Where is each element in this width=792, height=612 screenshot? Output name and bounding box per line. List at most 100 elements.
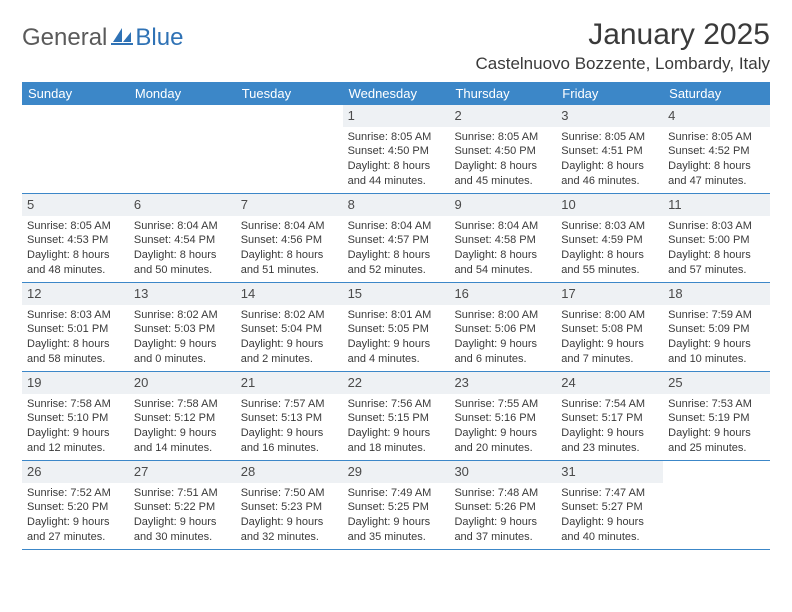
day-number: 16 [449,283,556,305]
day-header-saturday: Saturday [663,82,770,105]
day-cell: 30 Sunrise: 7:48 AMSunset: 5:26 PMDayligh… [449,461,556,549]
day-cell: 10 Sunrise: 8:03 AMSunset: 4:59 PMDayligh… [556,194,663,282]
day-number: 10 [556,194,663,216]
day-cell: 21Sunrise: 7:57 AMSunset: 5:13 PMDayligh… [236,372,343,460]
day-details: Sunrise: 8:02 AMSunset: 5:04 PMDaylight:… [241,308,338,367]
week-row: 5Sunrise: 8:05 AMSunset: 4:53 PMDaylight… [22,194,770,283]
day-number: 28 [236,461,343,483]
logo-sail-icon [111,26,133,51]
day-details: Sunrise: 8:05 AMSunset: 4:51 PMDaylight:… [561,130,658,189]
week-row: 19 Sunrise: 7:58 AMSunset: 5:10 PMDayligh… [22,372,770,461]
day-header-thursday: Thursday [449,82,556,105]
day-details: Sunrise: 7:58 AMSunset: 5:10 PMDaylight:… [27,397,124,456]
day-details: Sunrise: 7:58 AMSunset: 5:12 PMDaylight:… [134,397,231,456]
day-number: 14 [236,283,343,305]
week-row: 1Sunrise: 8:05 AMSunset: 4:50 PMDaylight… [22,105,770,194]
day-number: 18 [663,283,770,305]
day-cell [22,105,129,193]
day-details: Sunrise: 8:02 AMSunset: 5:03 PMDaylight:… [134,308,231,367]
day-details: Sunrise: 8:04 AMSunset: 4:57 PMDaylight:… [348,219,445,278]
logo-text-general: General [22,24,107,52]
day-number: 1 [343,105,450,127]
day-details: Sunrise: 8:05 AMSunset: 4:53 PMDaylight:… [27,219,124,278]
day-details: Sunrise: 8:05 AMSunset: 4:50 PMDaylight:… [348,130,445,189]
day-header-sunday: Sunday [22,82,129,105]
day-cell: 20 Sunrise: 7:58 AMSunset: 5:12 PMDayligh… [129,372,236,460]
day-details: Sunrise: 7:55 AMSunset: 5:16 PMDaylight:… [454,397,551,456]
day-details: Sunrise: 8:03 AMSunset: 5:01 PMDaylight:… [27,308,124,367]
day-cell: 1 Sunrise: 8:05 AMSunset: 4:50 PMDaylight… [343,105,450,193]
day-number: 8 [343,194,450,216]
day-details: Sunrise: 7:54 AMSunset: 5:17 PMDaylight:… [561,397,658,456]
day-cell: 28 Sunrise: 7:50 AMSunset: 5:23 PMDayligh… [236,461,343,549]
day-number: 22 [343,372,450,394]
day-details: Sunrise: 7:59 AMSunset: 5:09 PMDaylight:… [668,308,765,367]
day-details: Sunrise: 7:53 AMSunset: 5:19 PMDaylight:… [668,397,765,456]
day-details: Sunrise: 7:56 AMSunset: 5:15 PMDaylight:… [348,397,445,456]
day-details: Sunrise: 8:04 AMSunset: 4:56 PMDaylight:… [241,219,338,278]
location: Castelnuovo Bozzente, Lombardy, Italy [475,54,770,74]
day-details: Sunrise: 8:03 AMSunset: 5:00 PMDaylight:… [668,219,765,278]
day-details: Sunrise: 7:48 AMSunset: 5:26 PMDaylight:… [454,486,551,545]
day-details: Sunrise: 8:00 AMSunset: 5:06 PMDaylight:… [454,308,551,367]
day-cell: 17Sunrise: 8:00 AMSunset: 5:08 PMDayligh… [556,283,663,371]
day-cell: 22 Sunrise: 7:56 AMSunset: 5:15 PMDayligh… [343,372,450,460]
day-details: Sunrise: 8:03 AMSunset: 4:59 PMDaylight:… [561,219,658,278]
day-header-friday: Friday [556,82,663,105]
day-number: 13 [129,283,236,305]
day-number: 12 [22,283,129,305]
day-details: Sunrise: 8:05 AMSunset: 4:50 PMDaylight:… [454,130,551,189]
day-cell: 5Sunrise: 8:05 AMSunset: 4:53 PMDaylight… [22,194,129,282]
day-number: 11 [663,194,770,216]
day-cell: 24 Sunrise: 7:54 AMSunset: 5:17 PMDayligh… [556,372,663,460]
day-number: 31 [556,461,663,483]
day-cell: 19 Sunrise: 7:58 AMSunset: 5:10 PMDayligh… [22,372,129,460]
day-cell [236,105,343,193]
day-cell: 7Sunrise: 8:04 AMSunset: 4:56 PMDaylight… [236,194,343,282]
day-number: 2 [449,105,556,127]
day-cell: 26 Sunrise: 7:52 AMSunset: 5:20 PMDayligh… [22,461,129,549]
day-cell: 9 Sunrise: 8:04 AMSunset: 4:58 PMDaylight… [449,194,556,282]
day-details: Sunrise: 8:05 AMSunset: 4:52 PMDaylight:… [668,130,765,189]
day-number: 20 [129,372,236,394]
day-details: Sunrise: 8:01 AMSunset: 5:05 PMDaylight:… [348,308,445,367]
day-number: 27 [129,461,236,483]
day-number: 6 [129,194,236,216]
logo-text-blue: Blue [135,24,183,52]
day-cell: 31 Sunrise: 7:47 AMSunset: 5:27 PMDayligh… [556,461,663,549]
day-number: 26 [22,461,129,483]
day-cell: 16 Sunrise: 8:00 AMSunset: 5:06 PMDayligh… [449,283,556,371]
day-cell: 3 Sunrise: 8:05 AMSunset: 4:51 PMDaylight… [556,105,663,193]
day-details: Sunrise: 7:47 AMSunset: 5:27 PMDaylight:… [561,486,658,545]
header: General Blue January 2025 Castelnuovo Bo… [22,18,770,74]
day-number: 15 [343,283,450,305]
day-cell: 29Sunrise: 7:49 AMSunset: 5:25 PMDayligh… [343,461,450,549]
week-row: 26 Sunrise: 7:52 AMSunset: 5:20 PMDayligh… [22,461,770,550]
day-cell [129,105,236,193]
day-headers-row: SundayMondayTuesdayWednesdayThursdayFrid… [22,82,770,105]
day-cell: 15 Sunrise: 8:01 AMSunset: 5:05 PMDayligh… [343,283,450,371]
day-number: 3 [556,105,663,127]
day-cell: 23 Sunrise: 7:55 AMSunset: 5:16 PMDayligh… [449,372,556,460]
day-cell: 14 Sunrise: 8:02 AMSunset: 5:04 PMDayligh… [236,283,343,371]
day-details: Sunrise: 8:04 AMSunset: 4:58 PMDaylight:… [454,219,551,278]
day-cell: 6Sunrise: 8:04 AMSunset: 4:54 PMDaylight… [129,194,236,282]
day-number: 23 [449,372,556,394]
day-number: 30 [449,461,556,483]
day-cell: 13 Sunrise: 8:02 AMSunset: 5:03 PMDayligh… [129,283,236,371]
day-number: 4 [663,105,770,127]
day-number: 25 [663,372,770,394]
calendar: SundayMondayTuesdayWednesdayThursdayFrid… [22,82,770,550]
day-details: Sunrise: 7:52 AMSunset: 5:20 PMDaylight:… [27,486,124,545]
day-number: 24 [556,372,663,394]
day-number: 19 [22,372,129,394]
day-header-wednesday: Wednesday [343,82,450,105]
day-details: Sunrise: 7:57 AMSunset: 5:13 PMDaylight:… [241,397,338,456]
day-number: 17 [556,283,663,305]
day-header-monday: Monday [129,82,236,105]
day-number: 29 [343,461,450,483]
day-details: Sunrise: 7:50 AMSunset: 5:23 PMDaylight:… [241,486,338,545]
day-cell: 12 Sunrise: 8:03 AMSunset: 5:01 PMDayligh… [22,283,129,371]
day-number: 9 [449,194,556,216]
day-cell: 11 Sunrise: 8:03 AMSunset: 5:00 PMDayligh… [663,194,770,282]
